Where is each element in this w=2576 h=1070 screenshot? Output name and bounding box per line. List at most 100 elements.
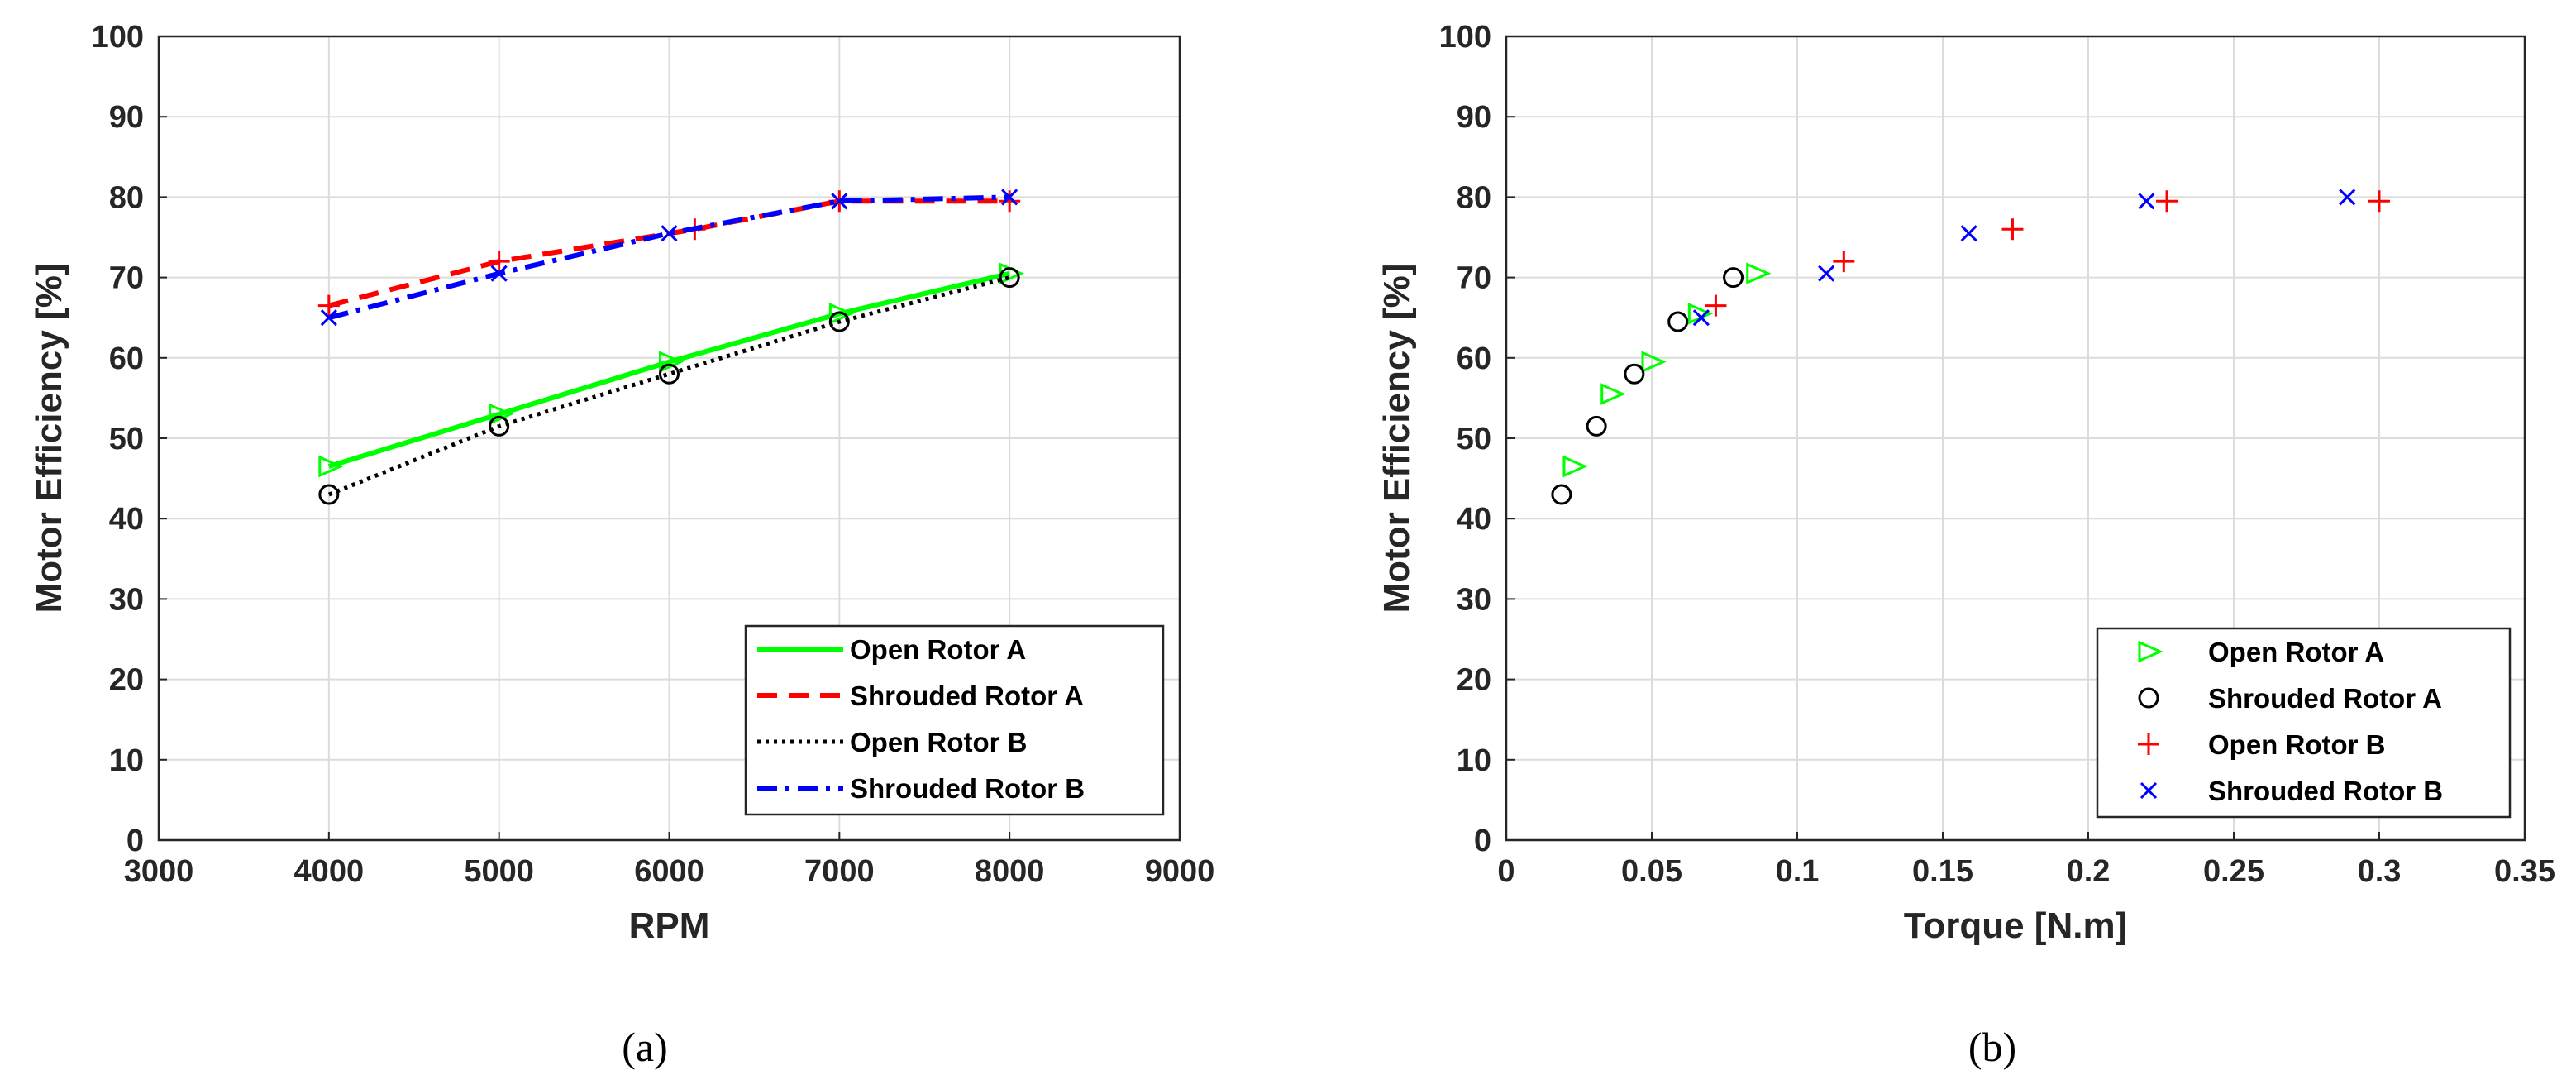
legend-item: Shrouded Rotor A [2138, 683, 2442, 714]
data-point [1001, 189, 1018, 206]
data-point [1600, 383, 1626, 405]
data-point [661, 225, 678, 242]
y-tick-label: 50 [109, 422, 144, 456]
data-point [2001, 218, 2024, 241]
x-tick-label: 0.25 [2203, 854, 2264, 889]
series-open-rotor-b [1705, 190, 2390, 317]
data-point [999, 190, 1021, 213]
series-line [327, 270, 1010, 469]
x-tick-label: 5000 [464, 854, 534, 889]
y-tick-label: 100 [1439, 20, 1491, 55]
data-point [2138, 193, 2155, 210]
x-tick-label: 0.2 [2067, 854, 2111, 889]
legend-item: Shrouded Rotor A [757, 681, 1084, 711]
series-shrouded-rotor-b [320, 189, 1018, 327]
x-tick-label: 7000 [804, 854, 875, 889]
data-point [488, 251, 510, 273]
y-tick-label: 90 [1457, 100, 1491, 135]
data-point [2368, 190, 2390, 213]
series-line [327, 275, 1010, 497]
data-point [828, 303, 855, 325]
y-tick-label: 60 [109, 342, 144, 376]
legend-label: Open Rotor B [850, 727, 1027, 757]
series-open-rotor-b [318, 267, 1020, 505]
data-point [831, 193, 848, 210]
x-axis-label: Torque [N.m] [1904, 905, 2128, 946]
legend-item: Open Rotor B [757, 727, 1027, 757]
data-point [1723, 267, 1744, 289]
data-point [1692, 309, 1710, 327]
y-tick-label: 80 [109, 180, 144, 215]
legend-label: Open Rotor B [2208, 729, 2385, 760]
x-tick-label: 0.35 [2494, 854, 2555, 889]
legend-label: Shrouded Rotor A [850, 681, 1084, 711]
y-tick-label: 0 [126, 824, 144, 858]
legend-box [2096, 627, 2512, 819]
legend-label: Open Rotor A [850, 634, 1026, 665]
series-shrouded-rotor-b [1692, 189, 2356, 327]
x-tick-label: 8000 [975, 854, 1045, 889]
chart-panel-a: 3000 4000 5000 6000 7000 8000 9000 0 10 20 30 40 50 6… [29, 20, 1214, 1070]
chart-panel-b: 0 0.05 0.1 0.15 0.2 0.25 0.3 0.35 0 10 20 30 40 50 60 7… [1376, 20, 2555, 1070]
legend-box [744, 624, 1165, 816]
data-point [1960, 225, 1977, 242]
x-tick-label: 9000 [1145, 854, 1215, 889]
legend-marker [2138, 733, 2159, 755]
legend: Open Rotor A Shrouded Rotor A Open Rotor B… [2096, 627, 2512, 819]
y-tick-label: 70 [109, 261, 144, 296]
y-tick-label: 30 [109, 582, 144, 617]
data-point [1551, 484, 1572, 505]
y-tick-label: 20 [1457, 663, 1491, 698]
y-tick-label: 0 [1474, 824, 1491, 858]
y-tick-label: 10 [109, 743, 144, 778]
legend-marker [2138, 640, 2163, 663]
legend-marker [2138, 687, 2159, 709]
x-tick-label: 3000 [124, 854, 194, 889]
data-point [318, 484, 340, 505]
legend-item: Open Rotor B [2138, 729, 2385, 760]
data-point [999, 267, 1020, 289]
data-point [1833, 251, 1855, 273]
x-axis-label: RPM [629, 905, 710, 946]
y-tick-label: 20 [109, 663, 144, 698]
legend-label: Shrouded Rotor A [2208, 683, 2442, 714]
x-tick-label: 0.1 [1776, 854, 1820, 889]
legend-marker [2140, 781, 2158, 800]
y-tick-label: 10 [1457, 743, 1491, 778]
data-point [2339, 189, 2356, 206]
legend-item: Open Rotor A [757, 634, 1026, 665]
y-tick-label: 60 [1457, 342, 1491, 376]
data-point [320, 309, 337, 327]
series-shrouded-rotor-a [1551, 267, 1744, 505]
legend-item: Shrouded Rotor B [2140, 776, 2443, 806]
legend: Open Rotor A Shrouded Rotor A Open Rotor B… [744, 624, 1165, 816]
data-point [659, 363, 680, 385]
y-tick-label: 100 [92, 20, 144, 55]
legend-label: Shrouded Rotor B [2208, 776, 2443, 806]
data-point [318, 455, 344, 478]
y-tick-label: 30 [1457, 582, 1491, 617]
y-tick-label: 40 [1457, 502, 1491, 537]
series-line [328, 194, 1010, 321]
data-point [490, 265, 508, 282]
series-open-rotor-a [1562, 262, 1772, 478]
axes-frame [1505, 35, 2526, 842]
y-axis-label: Motor Efficiency [%] [29, 264, 69, 614]
figure-caption: (b) [1968, 1024, 2016, 1070]
x-tick-label: 0.3 [2358, 854, 2402, 889]
series-open-rotor-a [318, 262, 1024, 478]
data-point [1641, 351, 1667, 373]
legend-item: Shrouded Rotor B [757, 773, 1085, 804]
y-tick-label: 70 [1457, 261, 1491, 296]
y-axis-label: Motor Efficiency [%] [1376, 264, 1417, 614]
y-tick-label: 50 [1457, 422, 1491, 456]
x-tick-label: 0.05 [1621, 854, 1682, 889]
data-point [1818, 265, 1835, 282]
data-point [1562, 455, 1588, 478]
data-point [1746, 262, 1772, 285]
y-tick-label: 40 [109, 502, 144, 537]
legend-item: Open Rotor A [2138, 637, 2384, 667]
data-point [2156, 190, 2178, 213]
legend-label: Open Rotor A [2208, 637, 2384, 667]
